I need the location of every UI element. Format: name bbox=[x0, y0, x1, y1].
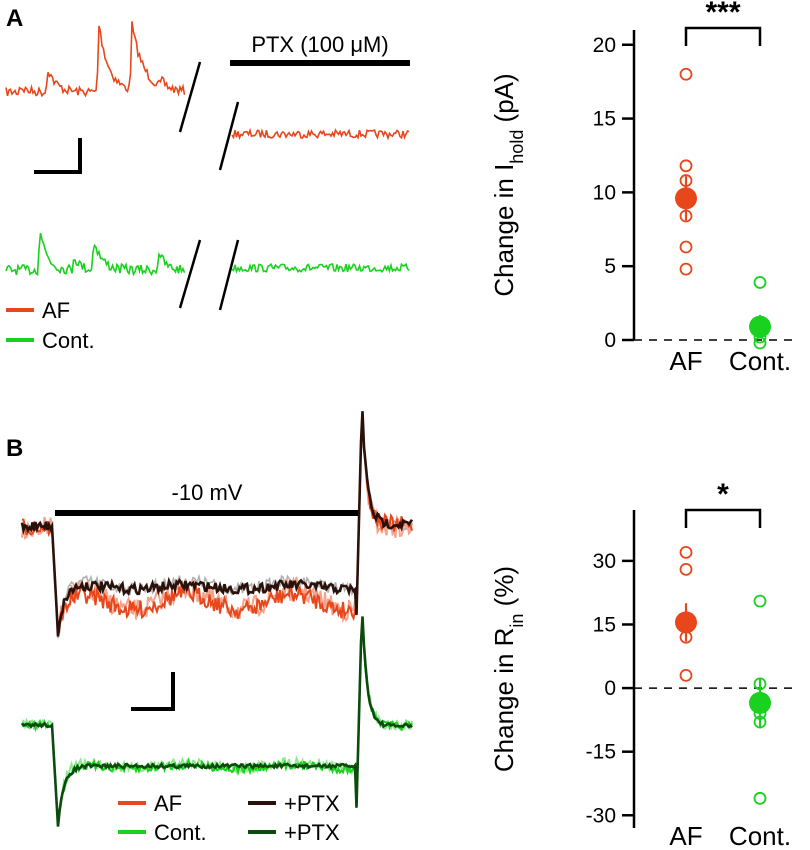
break-slash bbox=[218, 239, 240, 311]
af-trace bbox=[21, 418, 413, 627]
break-slash bbox=[178, 239, 202, 309]
ptx-label: PTX (100 μM) bbox=[251, 32, 388, 57]
step-label: -10 mV bbox=[172, 480, 243, 505]
panel-a-traces: PTX (100 μM) bbox=[5, 21, 410, 311]
panel-a-label: A bbox=[6, 5, 23, 32]
scale-bar bbox=[34, 138, 82, 174]
panel-b-legend: AF +PTX Cont. +PTX bbox=[118, 791, 340, 845]
y-tick-label: 15 bbox=[593, 613, 616, 636]
cont-ptx-trace bbox=[20, 616, 413, 827]
y-tick-label: 5 bbox=[604, 255, 616, 278]
chart-a-ihold: 0 5 10 15 20 Change in Ihold (pA) AF Cont. *** bbox=[489, 0, 795, 376]
break-slash bbox=[178, 61, 202, 133]
category-label: Cont. bbox=[729, 346, 791, 376]
y-tick-label: 30 bbox=[593, 550, 616, 573]
y-tick-label: 0 bbox=[604, 677, 616, 700]
y-tick-label: 15 bbox=[593, 108, 616, 131]
data-point bbox=[679, 67, 693, 81]
y-tick-label: -30 bbox=[586, 804, 616, 827]
mean-point bbox=[749, 691, 771, 714]
y-tick-label: 0 bbox=[604, 329, 616, 352]
scale-bar bbox=[131, 672, 175, 711]
cont-trace-ptx bbox=[231, 262, 410, 274]
data-point bbox=[679, 562, 693, 576]
legend-label-af: AF bbox=[154, 791, 182, 816]
mean-point bbox=[675, 187, 697, 210]
chart-b-rin: -30 -15 0 15 30 Change in Rin (%) AF Cont. * bbox=[489, 478, 795, 850]
af-trace-ptx bbox=[231, 127, 410, 141]
category-label: AF bbox=[669, 821, 702, 850]
data-point bbox=[679, 159, 693, 173]
legend-label-cont: Cont. bbox=[42, 328, 95, 353]
significance-stars: *** bbox=[705, 0, 740, 29]
y-tick-label: -15 bbox=[586, 741, 616, 764]
panel-b-label: B bbox=[6, 435, 23, 462]
cont-trace-before bbox=[5, 232, 186, 277]
data-point bbox=[679, 240, 693, 254]
significance-bracket bbox=[684, 508, 762, 528]
af-trace-light bbox=[21, 421, 413, 634]
legend-label-cont: Cont. bbox=[154, 820, 207, 845]
y-axis-label: Change in Rin (%) bbox=[489, 566, 527, 772]
cont-trace bbox=[21, 619, 413, 823]
data-point bbox=[753, 276, 767, 289]
y-tick-label: 20 bbox=[593, 34, 616, 57]
significance-bracket bbox=[684, 26, 762, 46]
panel-b-traces: -10 mV bbox=[20, 411, 414, 827]
data-point bbox=[753, 791, 767, 805]
significance-stars: * bbox=[717, 478, 729, 511]
break-slash bbox=[218, 101, 240, 171]
mean-point bbox=[675, 611, 697, 634]
legend-label-cont-ptx: +PTX bbox=[284, 820, 340, 845]
af-ptx-trace bbox=[20, 411, 414, 637]
category-label: AF bbox=[669, 346, 702, 376]
af-trace-before bbox=[5, 21, 186, 98]
cont-trace-light bbox=[21, 616, 413, 824]
y-tick-label: 10 bbox=[593, 181, 616, 204]
panel-a-legend: AF Cont. bbox=[6, 298, 95, 353]
data-point bbox=[753, 594, 767, 608]
y-axis-label: Change in Ihold (pA) bbox=[489, 73, 527, 296]
legend-label-af-ptx: +PTX bbox=[284, 791, 340, 816]
data-point bbox=[679, 668, 693, 682]
category-label: Cont. bbox=[729, 821, 791, 850]
data-point bbox=[679, 262, 693, 276]
data-point bbox=[679, 546, 693, 559]
mean-point bbox=[749, 315, 771, 338]
legend-label-af: AF bbox=[42, 298, 70, 323]
